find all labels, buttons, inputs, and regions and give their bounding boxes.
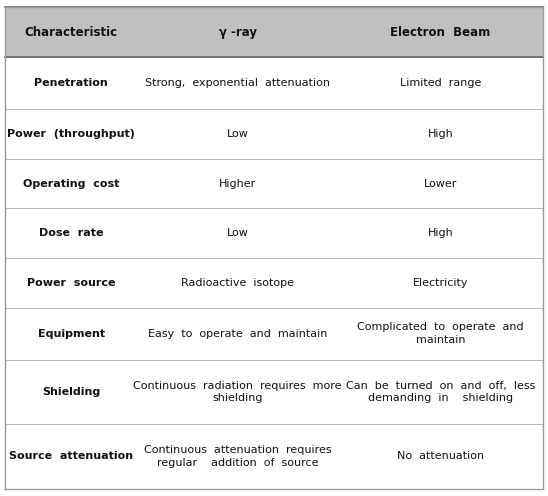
Text: Penetration: Penetration <box>35 78 108 88</box>
Text: No  attenuation: No attenuation <box>397 451 484 461</box>
Text: Shielding: Shielding <box>42 387 100 397</box>
Text: Low: Low <box>227 228 249 238</box>
Text: Complicated  to  operate  and
maintain: Complicated to operate and maintain <box>357 322 524 345</box>
Text: High: High <box>427 228 453 238</box>
Text: Equipment: Equipment <box>38 328 105 339</box>
Text: Easy  to  operate  and  maintain: Easy to operate and maintain <box>148 328 328 339</box>
Text: Dose  rate: Dose rate <box>39 228 104 238</box>
Text: Higher: Higher <box>219 179 256 188</box>
Text: Continuous  radiation  requires  more
shielding: Continuous radiation requires more shiel… <box>134 380 342 403</box>
Text: Power  (throughput): Power (throughput) <box>7 129 135 139</box>
Text: γ -ray: γ -ray <box>219 26 257 39</box>
Text: Limited  range: Limited range <box>400 78 481 88</box>
Text: Electron  Beam: Electron Beam <box>390 26 490 39</box>
Text: Power  source: Power source <box>27 278 116 288</box>
Text: Can  be  turned  on  and  off,  less
demanding  in    shielding: Can be turned on and off, less demanding… <box>346 380 535 403</box>
Text: Source  attenuation: Source attenuation <box>9 451 133 461</box>
Text: Strong,  exponential  attenuation: Strong, exponential attenuation <box>145 78 330 88</box>
Text: Electricity: Electricity <box>413 278 468 288</box>
Text: Lower: Lower <box>424 179 457 188</box>
Text: Low: Low <box>227 129 249 139</box>
Text: High: High <box>427 129 453 139</box>
Text: Characteristic: Characteristic <box>25 26 118 39</box>
Text: Radioactive  isotope: Radioactive isotope <box>181 278 294 288</box>
Text: Operating  cost: Operating cost <box>23 179 119 188</box>
Bar <box>5 7 543 57</box>
Text: Continuous  attenuation  requires
regular    addition  of  source: Continuous attenuation requires regular … <box>144 445 332 468</box>
